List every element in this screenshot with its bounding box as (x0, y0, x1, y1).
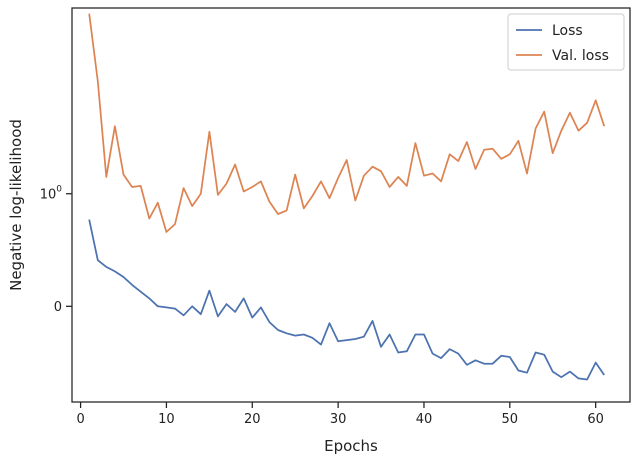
y-tick-label-1-exponent: 0 (56, 184, 62, 194)
x-tick-label: 40 (416, 412, 433, 427)
x-tick-label: 50 (502, 412, 519, 427)
x-tick-label: 60 (587, 412, 604, 427)
x-tick-label: 30 (330, 412, 347, 427)
plot-frame (71, 7, 631, 403)
y-tick-label-0: 0 (54, 300, 62, 315)
series-line-val-loss (88, 13, 606, 233)
x-tick-label: 20 (244, 412, 261, 427)
legend: Loss Val. loss (507, 13, 625, 71)
series-layer (88, 13, 606, 381)
y-axis-label: Negative log-likelihood (7, 119, 25, 291)
x-axis-label: Epochs (324, 437, 378, 455)
x-tick-label: 10 (158, 412, 175, 427)
legend-label-loss: Loss (552, 23, 583, 39)
y-tick-label-1-base: 10 (40, 187, 57, 202)
legend-label-val-loss: Val. loss (552, 48, 609, 64)
series-line-loss (88, 219, 605, 381)
x-tick-label: 0 (76, 412, 84, 427)
x-axis-ticks: 0 10 20 30 40 50 60 (76, 402, 604, 427)
y-axis-ticks: 100 0 (40, 184, 72, 315)
legend-box (507, 13, 625, 71)
y-tick-label-1: 100 (40, 184, 63, 202)
